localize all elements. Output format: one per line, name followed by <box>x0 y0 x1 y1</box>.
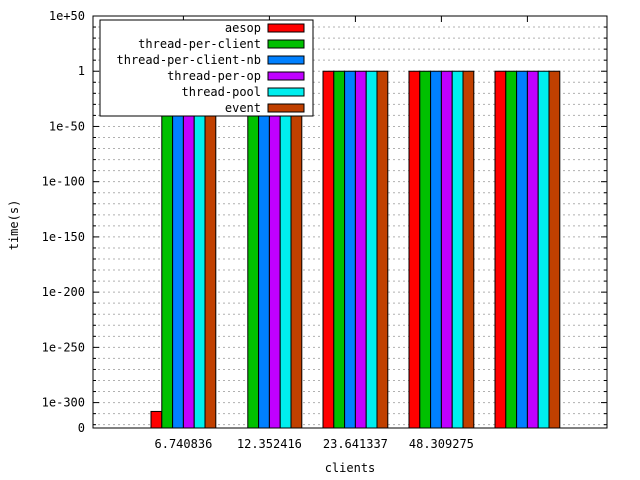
bar <box>172 70 184 429</box>
legend-label: thread-per-client-nb <box>117 53 262 67</box>
bar <box>505 70 518 429</box>
legend-swatch <box>267 23 305 33</box>
bar <box>408 70 421 429</box>
x-tick-label: 23.641337 <box>323 437 388 451</box>
legend-swatch <box>267 39 305 49</box>
bar <box>419 70 432 429</box>
bar <box>290 70 303 429</box>
plot-frame <box>92 15 608 429</box>
y-axis-label: time(s) <box>7 200 21 251</box>
x-tick-label: 12.352416 <box>237 437 302 451</box>
legend-swatch <box>267 71 305 81</box>
legend: aesop thread-per-client thread-per-client-… <box>99 19 314 117</box>
bar <box>365 70 378 429</box>
y-tick-label: 1e-300 <box>42 396 85 410</box>
y-tick-label: 1e-250 <box>42 340 85 354</box>
bar <box>322 70 335 429</box>
bar <box>516 70 528 429</box>
legend-swatch <box>267 55 305 65</box>
y-tick-label: 1 <box>78 64 85 78</box>
bar <box>161 70 174 429</box>
bar <box>150 410 163 429</box>
legend-label: event <box>225 101 261 115</box>
bar <box>247 70 260 429</box>
y-tick-label: 1e+50 <box>49 9 85 23</box>
bar <box>204 70 217 429</box>
y-tick-label: 1e-150 <box>42 230 85 244</box>
legend-swatch <box>267 103 305 113</box>
bar <box>462 70 475 429</box>
y-tick-label: 1e-100 <box>42 175 85 189</box>
y-tick-label: 1e-50 <box>49 119 85 133</box>
bar <box>440 70 453 429</box>
x-tick-label: 48.309275 <box>409 437 474 451</box>
bar <box>354 70 367 429</box>
bar <box>430 70 442 429</box>
x-tick-label: 6.740836 <box>155 437 213 451</box>
bar <box>548 70 561 429</box>
bar <box>182 70 195 429</box>
legend-label: thread-per-op <box>167 69 261 83</box>
bar <box>193 70 206 429</box>
bar <box>344 70 356 429</box>
bar <box>258 70 270 429</box>
bar <box>526 70 539 429</box>
legend-label: aesop <box>225 21 261 35</box>
bar <box>494 70 507 429</box>
y-tick-label: 0 <box>78 421 85 435</box>
bar <box>279 70 292 429</box>
bar <box>268 70 281 429</box>
x-axis-label: clients <box>325 461 376 475</box>
y-axis-ticks: 1e+50 1 1e-50 1e-100 1e-150 1e-200 1e-250 1e-30… <box>42 9 607 435</box>
bar <box>376 70 389 429</box>
legend-label: thread-per-client <box>138 37 261 51</box>
y-tick-label: 1e-200 <box>42 285 85 299</box>
legend-swatch <box>267 87 305 97</box>
bars <box>150 70 561 429</box>
legend-box <box>99 19 314 117</box>
legend-label: thread-pool <box>182 85 261 99</box>
bar <box>451 70 464 429</box>
bar <box>333 70 346 429</box>
bar <box>537 70 550 429</box>
